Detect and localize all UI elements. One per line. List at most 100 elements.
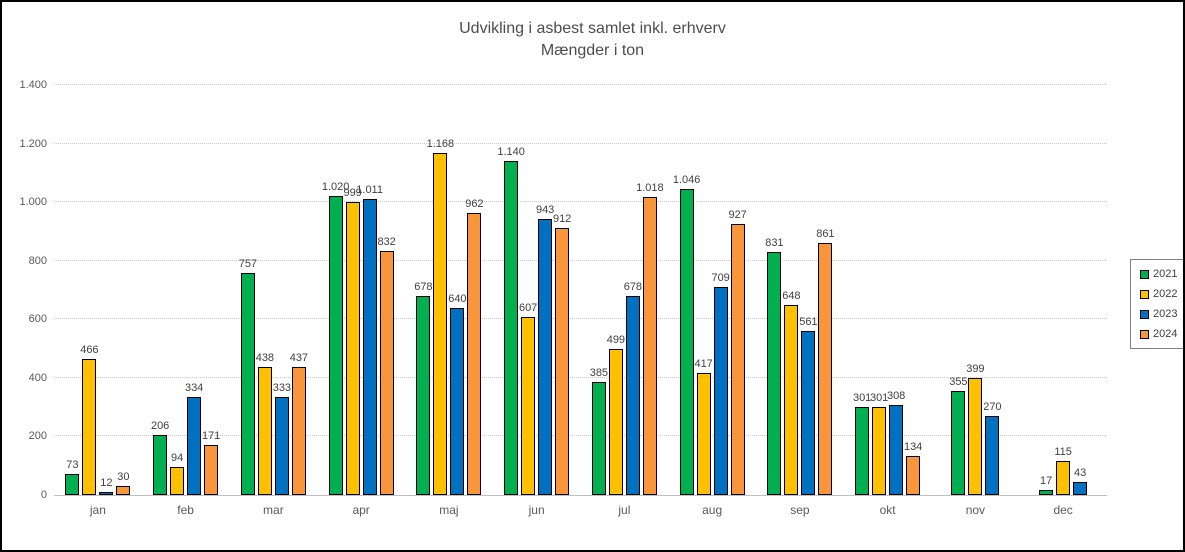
bar-value-label: 30 <box>117 471 130 484</box>
gridline <box>54 142 1107 144</box>
bar-value-label: 709 <box>711 272 730 285</box>
legend-item-2023: 2023 <box>1140 308 1177 320</box>
bar-value-label: 832 <box>377 236 396 249</box>
bar-2023-mar: 333 <box>273 382 291 495</box>
bar-group-dec: 17 115 43 dec <box>1019 86 1107 517</box>
bar-value-label: 1.046 <box>672 173 701 186</box>
x-tick-label-maj: maj <box>439 503 459 517</box>
bar-2021-apr: 1.020 <box>322 181 349 495</box>
bar-2023-dec: 43 <box>1073 467 1088 495</box>
bar-2024-jul: 1.018 <box>636 182 664 495</box>
bar-2024-mar: 437 <box>290 352 308 495</box>
bar-2022-nov: 399 <box>966 363 985 495</box>
x-tick-label-jun: jun <box>528 503 545 517</box>
x-tick-label-jul: jul <box>618 503 631 517</box>
gridline <box>54 259 1107 261</box>
y-tick-label: 400 <box>28 371 47 384</box>
x-tick-label-mar: mar <box>263 503 284 517</box>
gridline <box>54 435 1107 437</box>
bar-value-label: 73 <box>66 458 79 471</box>
bar-value-label: 831 <box>765 236 784 249</box>
gridline <box>54 318 1107 320</box>
bar-value-label: 333 <box>272 382 292 395</box>
bar-value-label: 115 <box>1054 446 1072 459</box>
bar-value-label: 561 <box>799 315 818 328</box>
bar-value-label: 17 <box>1040 475 1053 488</box>
x-tick-label-aug: aug <box>702 503 723 517</box>
bar-2022-feb: 94 <box>170 452 185 495</box>
bar-2023-apr: 1.011 <box>356 184 383 495</box>
legend: 2021 2022 2023 2024 <box>1130 259 1183 349</box>
legend-item-2021: 2021 <box>1140 268 1177 280</box>
bar-2024-maj: 962 <box>465 198 484 495</box>
bar-2021-dec: 17 <box>1039 475 1054 495</box>
legend-label: 2021 <box>1153 268 1178 280</box>
y-tick-label: 1.400 <box>19 79 47 91</box>
bar-value-label: 861 <box>816 227 835 240</box>
bar-value-label: 1.168 <box>426 137 455 150</box>
bar-2023-jul: 678 <box>624 281 642 495</box>
legend-label: 2023 <box>1153 308 1178 320</box>
gridline <box>54 201 1107 203</box>
bar-2022-jul: 499 <box>607 334 625 495</box>
y-tick-label: 200 <box>28 430 47 443</box>
y-tick-label: 0 <box>40 489 47 501</box>
y-tick-label: 1.000 <box>19 196 47 209</box>
legend-swatch-icon <box>1140 309 1149 319</box>
bar-value-label: 134 <box>903 440 923 453</box>
bar-2024-feb: 171 <box>202 430 220 495</box>
x-tick-label-feb: feb <box>177 503 194 517</box>
bar-value-label: 270 <box>983 400 1002 413</box>
bar-2023-sep: 561 <box>799 316 818 495</box>
bar-2021-jun: 1.140 <box>497 146 525 495</box>
bar-group-sep: 831 648 561 861 sep <box>756 86 844 517</box>
bar-group-mar: 757 438 333 437 mar <box>230 86 318 517</box>
bar-value-label: 437 <box>289 352 309 365</box>
bar-value-label: 999 <box>343 187 362 200</box>
y-tick-label: 1.200 <box>19 137 47 150</box>
bar-2022-dec: 115 <box>1054 446 1072 495</box>
bar-2021-jan: 73 <box>65 459 80 495</box>
bar-value-label: 678 <box>623 281 643 294</box>
bar-value-label: 301 <box>869 391 889 404</box>
x-tick-label-dec: dec <box>1053 503 1073 517</box>
bar-value-label: 648 <box>782 290 801 303</box>
bar-2021-sep: 831 <box>765 237 784 495</box>
x-tick-label-okt: okt <box>879 503 896 517</box>
bar-value-label: 385 <box>589 367 609 380</box>
bar-2022-maj: 1.168 <box>427 138 454 495</box>
bar-2023-okt: 308 <box>887 390 905 495</box>
bar-value-label: 1.140 <box>497 146 525 159</box>
bar-value-label: 943 <box>535 203 555 216</box>
bar-2024-jan: 30 <box>116 471 131 495</box>
legend-item-2022: 2022 <box>1140 288 1177 300</box>
bar-group-nov: 355 399 270 nov <box>932 86 1020 517</box>
bar-value-label: 334 <box>184 382 204 395</box>
bar-2021-nov: 355 <box>949 376 968 495</box>
legend-label: 2022 <box>1153 288 1178 300</box>
bar-value-label: 640 <box>448 292 467 305</box>
x-tick-label-sep: sep <box>790 503 810 517</box>
bar-value-label: 678 <box>414 281 433 294</box>
bar-value-label: 466 <box>80 343 99 356</box>
chart-title: Udvikling i asbest samlet inkl. erhverv <box>459 20 726 37</box>
bar-value-label: 308 <box>886 389 906 402</box>
bar-2022-mar: 438 <box>256 352 274 495</box>
chart-subtitle: Mængder i ton <box>540 42 645 59</box>
bar-value-label: 1.020 <box>321 181 350 194</box>
bar-2021-maj: 678 <box>414 281 433 495</box>
bar-value-label: 206 <box>150 419 170 432</box>
bar-group-maj: 678 1.168 640 962 maj <box>405 86 493 517</box>
bar-2021-okt: 301 <box>853 392 871 495</box>
y-tick-label: 800 <box>28 254 47 267</box>
bar-value-label: 1.011 <box>356 183 383 196</box>
bar-value-label: 171 <box>201 429 221 442</box>
bar-group-jul: 385 499 678 1.018 jul <box>581 86 669 517</box>
bar-value-label: 499 <box>606 333 626 346</box>
bar-value-label: 438 <box>255 351 275 364</box>
bar-2023-jun: 943 <box>536 204 554 495</box>
bar-2022-aug: 417 <box>694 358 713 495</box>
bar-2022-jan: 466 <box>80 344 99 495</box>
bar-value-label: 912 <box>552 212 572 225</box>
bar-2024-jun: 912 <box>553 213 571 495</box>
